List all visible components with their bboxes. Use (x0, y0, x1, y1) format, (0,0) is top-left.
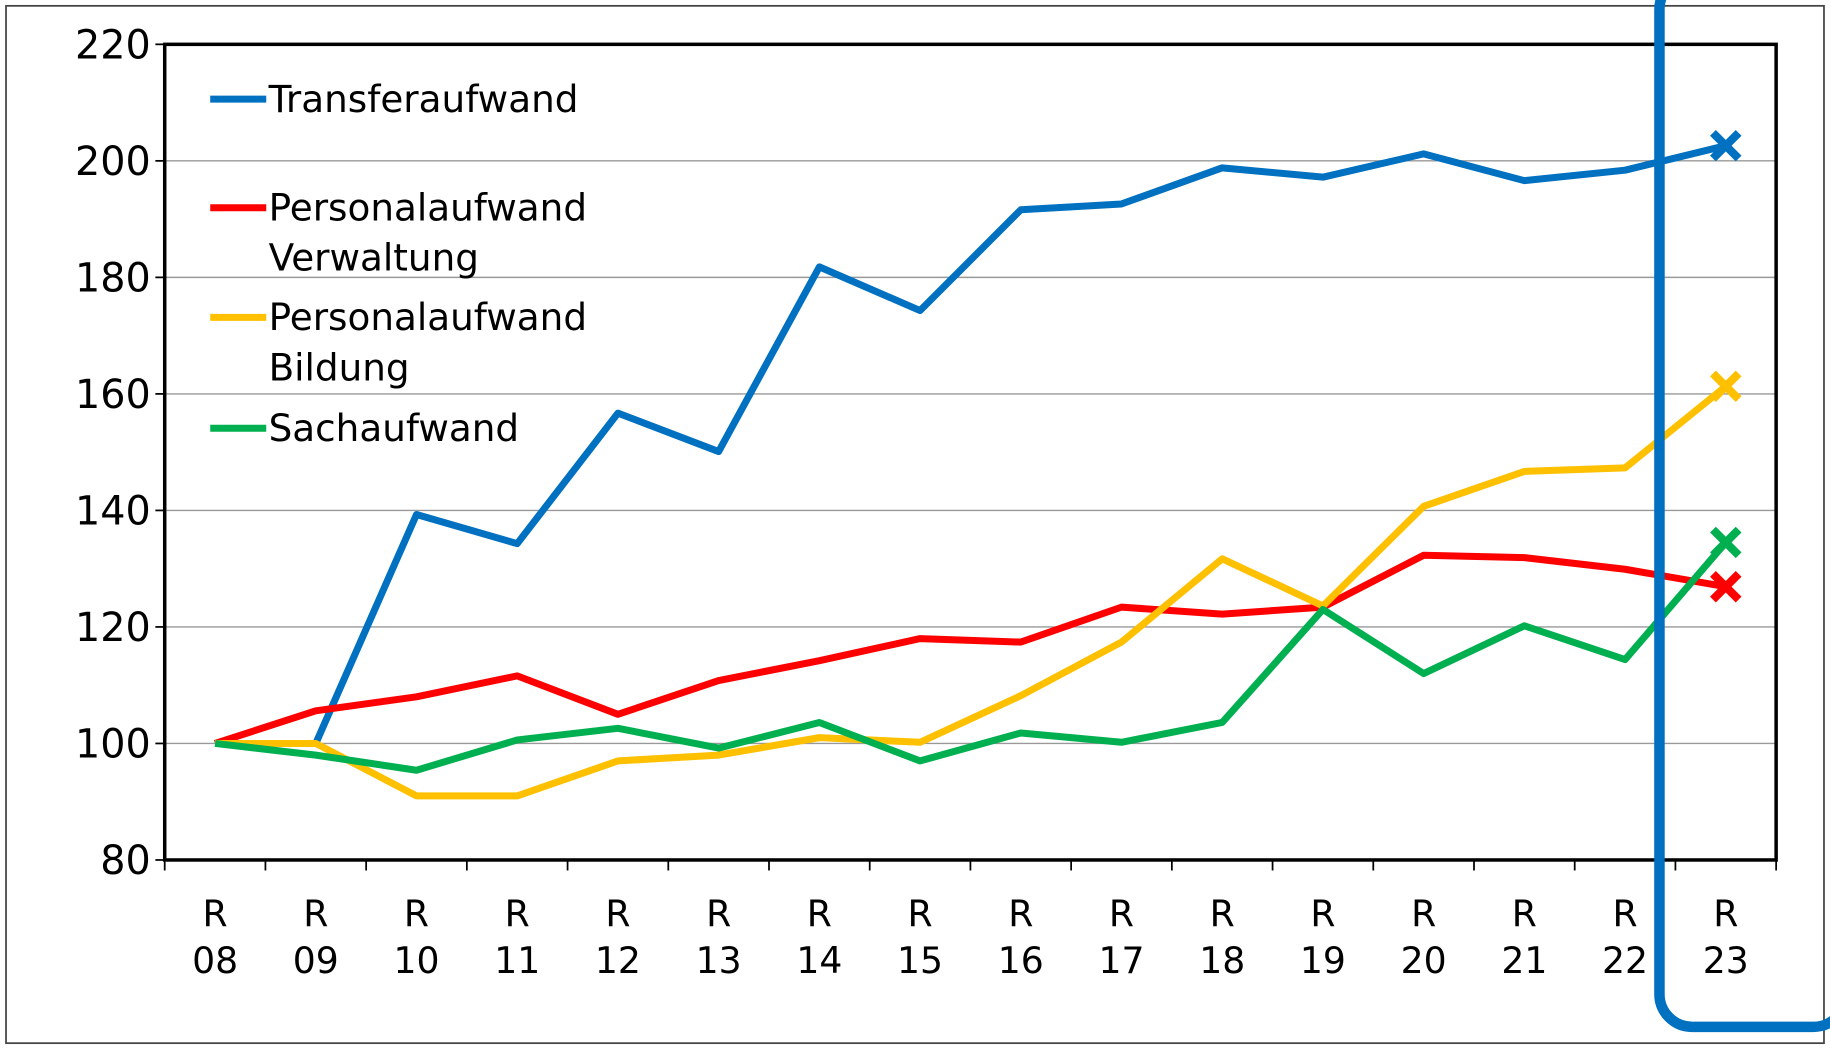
x-tick-label: R 22 (1602, 892, 1648, 982)
x-tick-label: R 20 (1401, 892, 1447, 982)
x-tick-label: R 18 (1199, 892, 1245, 982)
legend-label: Transferaufwand (268, 77, 579, 121)
x-tick-label: R 11 (494, 892, 540, 982)
x-tick-label: R 19 (1300, 892, 1346, 982)
legend-label: Sachaufwand (269, 406, 520, 450)
y-tick-label: 180 (75, 255, 151, 301)
y-tick-label: 80 (100, 838, 150, 884)
y-tick-label: 220 (75, 22, 151, 68)
legend-label: Personalaufwand Verwaltung (269, 186, 587, 280)
legend-label: Personalaufwand Bildung (269, 295, 587, 389)
end-marker (1710, 571, 1742, 603)
series-line (215, 142, 1727, 747)
x-tick-label: R 09 (293, 892, 339, 982)
x-tick-label: R 12 (595, 892, 641, 982)
end-marker (1710, 526, 1742, 559)
x-tick-label: R 08 (192, 892, 238, 982)
x-tick-label: R 13 (696, 892, 742, 982)
x-tick-label: R 23 (1703, 892, 1749, 982)
plot-border (162, 42, 1778, 862)
highlight-box (1654, 0, 1830, 1033)
x-tick-label: R 15 (897, 892, 943, 982)
y-tick-label: 200 (75, 139, 151, 185)
y-tick-label: 140 (75, 488, 151, 534)
y-tick-label: 160 (75, 372, 151, 418)
end-marker (1710, 129, 1742, 162)
x-tick-label: R 21 (1501, 892, 1547, 982)
plot-area (164, 44, 1777, 860)
end-marker (1710, 370, 1742, 403)
x-tick-label: R 10 (393, 892, 439, 982)
x-tick-label: R 14 (796, 892, 842, 982)
chart-frame (5, 4, 1825, 1045)
series-line (215, 383, 1728, 800)
x-tick-label: R 17 (1098, 892, 1144, 982)
x-tick-label: R 16 (998, 892, 1044, 982)
y-tick-label: 120 (75, 605, 151, 651)
series-line (214, 540, 1729, 774)
y-tick-label: 100 (75, 721, 151, 767)
series-line (213, 551, 1727, 747)
